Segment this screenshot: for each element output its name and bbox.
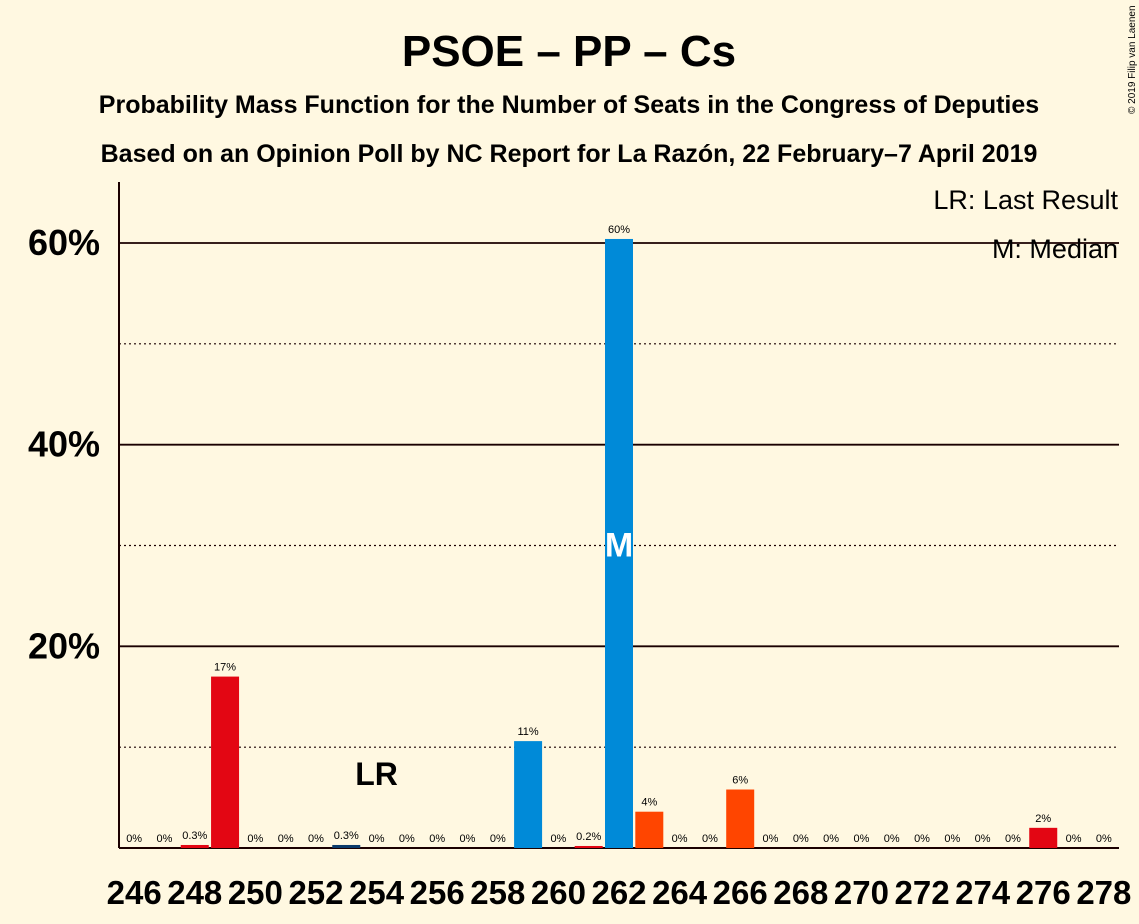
x-tick-label: 270 xyxy=(834,874,889,911)
bar-label: 0% xyxy=(247,833,263,845)
bar-label: 0% xyxy=(126,833,142,845)
bar-label: 11% xyxy=(517,726,538,738)
median-marker: M xyxy=(605,526,633,564)
x-tick-label: 272 xyxy=(894,874,949,911)
x-tick-label: 260 xyxy=(531,874,586,911)
bar-label: 2% xyxy=(1035,813,1051,825)
bar-label: 0% xyxy=(157,833,173,845)
bar-label: 0% xyxy=(490,833,506,845)
bar xyxy=(574,845,603,848)
bar xyxy=(605,238,633,848)
x-tick-label: 250 xyxy=(228,874,283,911)
bar xyxy=(726,789,755,848)
bars xyxy=(180,238,1058,848)
bar-label: 0.3% xyxy=(334,830,359,842)
x-tick-label: 262 xyxy=(591,874,646,911)
chart-subtitle-2: Based on an Opinion Poll by NC Report fo… xyxy=(101,140,1038,168)
bar-label: 0% xyxy=(278,833,294,845)
bar-label: 0.2% xyxy=(576,831,601,843)
x-tick-label: 252 xyxy=(288,874,343,911)
x-tick-label: 258 xyxy=(470,874,525,911)
x-tick-label: 264 xyxy=(652,874,708,911)
legend-last-result: LR: Last Result xyxy=(933,185,1118,215)
bar-label: 0% xyxy=(793,833,809,845)
bar-label: 4% xyxy=(641,797,657,809)
x-tick-label: 278 xyxy=(1076,874,1131,911)
x-axis-labels: 246 248 250 252 254 256 258 260 262 264 266 268 270 2… xyxy=(107,874,1132,911)
chart-subtitle-1: Probability Mass Function for the Number… xyxy=(99,91,1039,119)
bar-label: 0% xyxy=(1066,833,1082,845)
y-tick-label: 20% xyxy=(28,625,100,666)
bar-label: 0% xyxy=(853,833,869,845)
bar-label: 0% xyxy=(1096,833,1112,845)
copyright-text: © 2019 Filip van Laenen xyxy=(1127,5,1138,114)
bar-label: 6% xyxy=(732,775,748,787)
bar-labels: 0% 0% 0.3% 17% 0% 0% 0% 0.3% 0% 0% 0% 0% 0% 11% 0% 0.2%… xyxy=(126,224,1112,845)
bar-label: 60% xyxy=(608,224,630,236)
bar-label: 0% xyxy=(763,833,779,845)
bar xyxy=(211,676,240,848)
bar-label: 0% xyxy=(1005,833,1021,845)
x-tick-label: 254 xyxy=(349,874,405,911)
x-tick-label: 266 xyxy=(713,874,768,911)
x-tick-label: 268 xyxy=(773,874,828,911)
y-tick-label: 60% xyxy=(28,222,100,263)
bar xyxy=(332,844,361,848)
last-result-marker: LR xyxy=(355,756,398,792)
y-axis-labels: 20% 40% 60% xyxy=(28,222,100,666)
bar-label: 0% xyxy=(550,833,566,845)
y-tick-label: 40% xyxy=(28,424,100,465)
bar xyxy=(635,811,664,848)
chart-title: PSOE – PP – Cs xyxy=(402,27,736,76)
bar-label: 0% xyxy=(914,833,930,845)
x-tick-label: 256 xyxy=(410,874,465,911)
bar xyxy=(514,741,543,848)
bar-label: 0% xyxy=(702,833,718,845)
bar-label: 0% xyxy=(460,833,476,845)
bar xyxy=(180,844,209,848)
x-tick-label: 274 xyxy=(955,874,1011,911)
x-tick-label: 276 xyxy=(1016,874,1071,911)
bar-label: 0% xyxy=(884,833,900,845)
bar-label: 0% xyxy=(429,833,445,845)
bar-label: 0% xyxy=(369,833,385,845)
bar-label: 0% xyxy=(308,833,324,845)
bar-label: 0% xyxy=(823,833,839,845)
x-tick-label: 248 xyxy=(167,874,222,911)
bar-label: 0% xyxy=(944,833,960,845)
bar-label: 0.3% xyxy=(182,830,207,842)
x-tick-label: 246 xyxy=(107,874,162,911)
bar-label: 17% xyxy=(214,662,236,674)
bar-label: 0% xyxy=(399,833,415,845)
bar-label: 0% xyxy=(672,833,688,845)
bar xyxy=(1029,827,1058,848)
bar-label: 0% xyxy=(975,833,991,845)
legend-median: M: Median xyxy=(992,234,1118,264)
